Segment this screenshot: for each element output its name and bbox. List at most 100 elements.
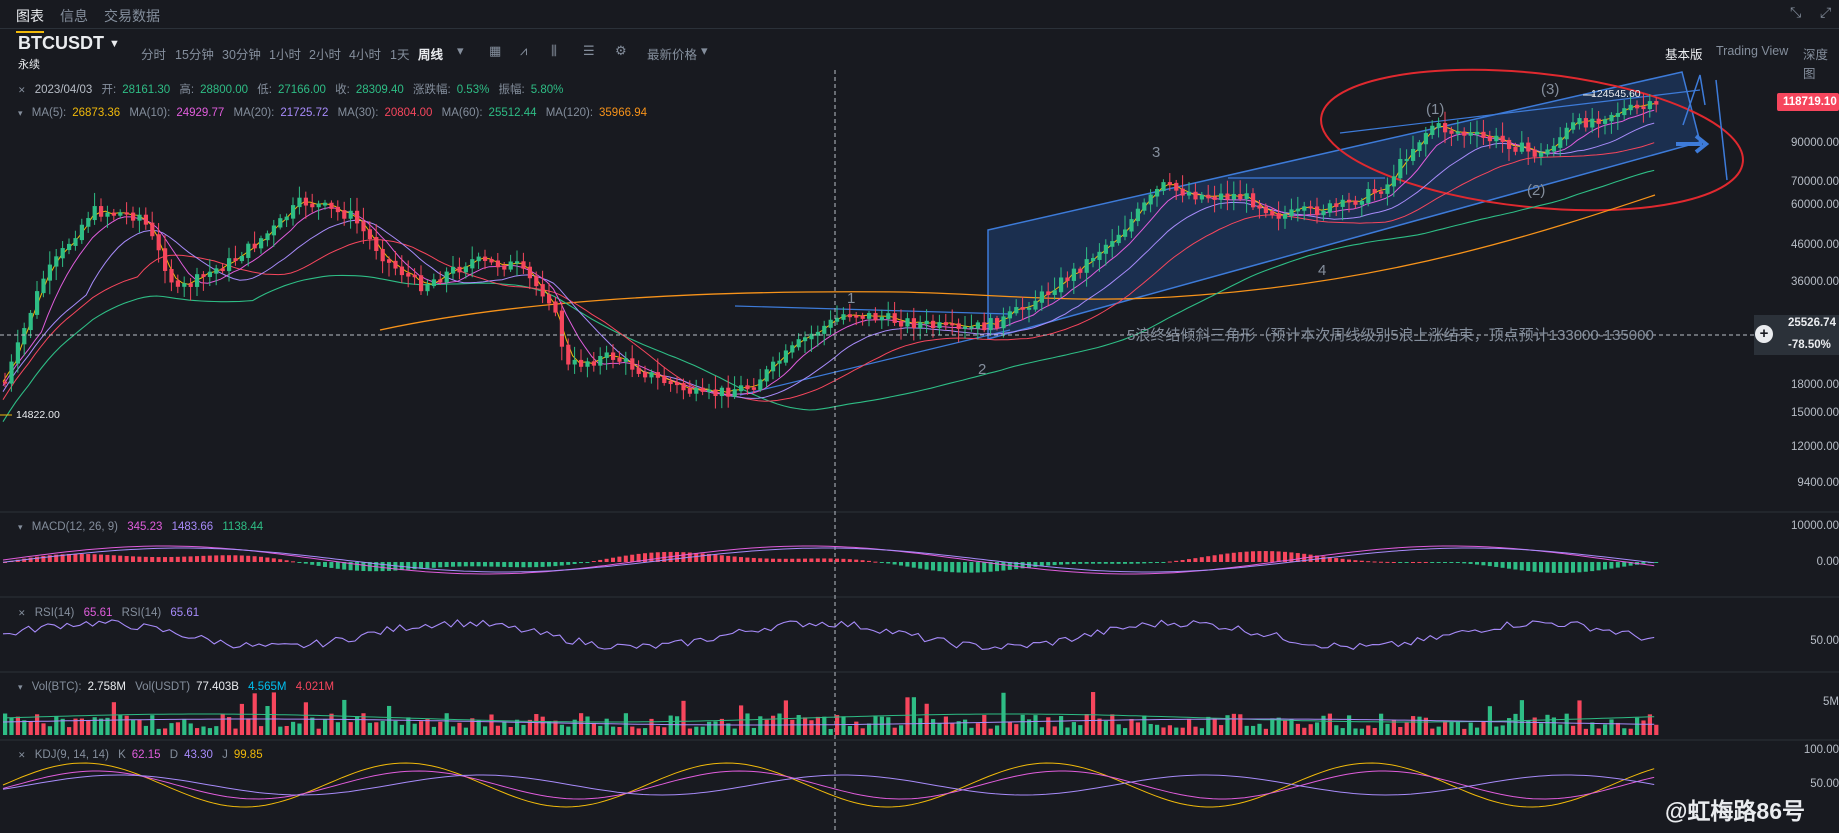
fullscreen-icon[interactable]: ⤢ (1820, 4, 1832, 20)
macd-bar (431, 562, 436, 568)
calendar-icon[interactable]: ▦ (489, 43, 502, 58)
volume-bar (412, 723, 417, 735)
macd-bar (1379, 561, 1383, 563)
candle (963, 326, 968, 329)
candle (751, 387, 756, 390)
candle (764, 369, 769, 382)
macd-bar (783, 558, 788, 562)
volume-bar (1462, 728, 1467, 735)
symbol-name[interactable]: BTCUSDT (18, 33, 104, 53)
candle (163, 248, 168, 271)
timeframe-7[interactable]: 1天 (390, 48, 410, 62)
volume-bar (630, 726, 635, 735)
symbol-dropdown-icon[interactable]: ▼ (109, 38, 120, 50)
candle-type-icon[interactable]: ⫼ (551, 43, 557, 58)
view-tradingview[interactable]: Trading View (1716, 44, 1789, 58)
volume-bar (1039, 727, 1044, 735)
candle (156, 234, 161, 251)
latest-price-select[interactable]: 最新价格 (647, 48, 698, 62)
timeframe-4[interactable]: 1小时 (269, 48, 301, 62)
candle (713, 389, 718, 397)
view-basic[interactable]: 基本版 (1665, 48, 1703, 62)
volume-bar (1609, 719, 1614, 735)
candle (1091, 257, 1096, 262)
indicator-icon[interactable]: ⩘ (520, 43, 528, 58)
candle (1468, 132, 1473, 136)
candle (54, 256, 59, 267)
vol-btc-label: Vol(BTC): (31, 681, 82, 693)
collapse-icon[interactable]: ⤡ (1790, 4, 1802, 20)
candle (726, 387, 731, 397)
timeframe-3[interactable]: 30分钟 (222, 48, 261, 62)
tab-chart[interactable]: 图表 (16, 8, 44, 33)
volume-bar (988, 728, 993, 735)
timeframe-6[interactable]: 4小时 (349, 48, 381, 62)
volume-bar (982, 715, 987, 735)
chart-toolbar: BTCUSDT ▼ 永续 分时 15分钟 30分钟 1小时 2小时 4小时 1天… (0, 30, 1839, 81)
candle (47, 264, 52, 281)
candle (623, 358, 628, 362)
macd-bar (828, 558, 833, 562)
volume-bar (470, 718, 475, 735)
candle (892, 313, 897, 323)
macd-bar (1187, 559, 1191, 562)
volume-bar (73, 718, 78, 735)
volume-bar (35, 714, 40, 735)
timeframe-5[interactable]: 2小时 (309, 48, 341, 62)
macd-bar (1526, 562, 1531, 572)
candle (950, 323, 955, 326)
settings-gear-icon[interactable]: ⚙ (615, 43, 627, 58)
volume-bar (163, 728, 168, 735)
volume-bar (489, 714, 494, 735)
volume-bar (86, 720, 91, 735)
volume-bar (9, 717, 14, 735)
macd-bar (1583, 562, 1588, 572)
ma30-label: MA(30): (337, 107, 379, 119)
macd-bar (502, 562, 507, 567)
volume-bar (137, 719, 142, 735)
candle (585, 361, 590, 367)
candle (1039, 291, 1044, 303)
volume-bar (271, 692, 276, 735)
macd-bar (207, 555, 212, 562)
macd-bar (1507, 562, 1511, 569)
volume-bar (1161, 727, 1166, 735)
view-depth[interactable]: 深度图 (1803, 48, 1829, 81)
candle (809, 333, 814, 340)
candle (1097, 251, 1102, 260)
macd-bar (700, 553, 705, 562)
candle (323, 202, 328, 206)
volume-bar (1359, 728, 1364, 735)
candle (1615, 113, 1620, 117)
layout-icon[interactable]: ☰ (583, 43, 595, 58)
volume-bar (591, 722, 596, 735)
candle (1308, 206, 1313, 209)
chevron-down-icon[interactable]: ▾ (701, 43, 708, 58)
volume-bar (1193, 726, 1198, 735)
timeframe-8[interactable]: 周线 (418, 48, 444, 62)
volume-bar (918, 718, 923, 735)
add-alert-icon[interactable]: + (1755, 325, 1773, 343)
candle (1103, 244, 1108, 254)
macd-bar (1334, 558, 1339, 562)
timeframe-2[interactable]: 15分钟 (175, 48, 214, 62)
volume-bar (860, 728, 865, 735)
more-timeframes-icon[interactable]: ▾ (457, 43, 464, 58)
macd-bar (1494, 562, 1499, 567)
volume-bar (815, 716, 820, 735)
tab-info[interactable]: 信息 (60, 8, 88, 24)
volume-bar (636, 728, 641, 735)
vol-usdt-label: Vol(USDT) (135, 681, 191, 693)
candle (9, 361, 14, 384)
volume-bar (643, 728, 648, 735)
volume-bar (1340, 728, 1345, 735)
macd-bar (1577, 562, 1582, 573)
candle (655, 372, 660, 378)
timeframe-1[interactable]: 分时 (141, 48, 167, 62)
candle (1398, 158, 1403, 179)
tab-trading-data[interactable]: 交易数据 (104, 8, 160, 24)
candle (924, 320, 929, 325)
macd-bar (1532, 562, 1537, 572)
candle (803, 337, 808, 342)
